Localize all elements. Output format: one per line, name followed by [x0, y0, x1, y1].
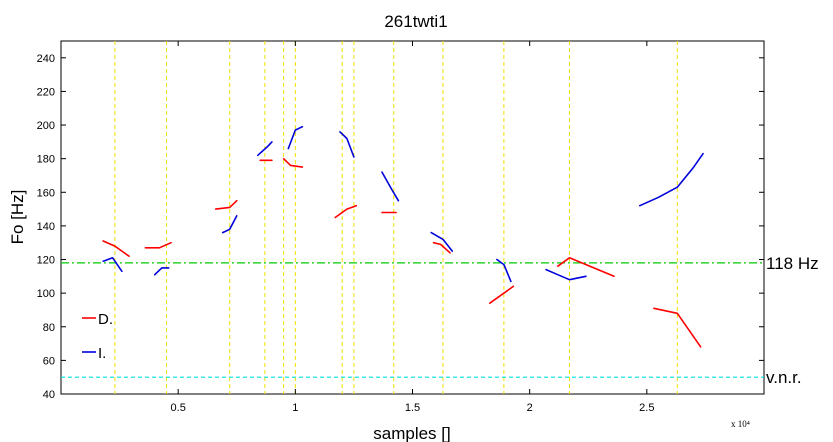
reference-line-label-1: v.n.r.	[766, 368, 802, 387]
series-layer	[102, 125, 704, 348]
x-tick-label-3: 2	[527, 402, 533, 414]
series-0-segment-10	[653, 307, 702, 348]
y-tick-label-8: 200	[37, 120, 55, 132]
series-1-segment-3	[256, 141, 273, 157]
y-tick-label-1: 60	[43, 355, 55, 367]
chart-title: 261twti1	[384, 12, 447, 31]
x-tick-label-0: 0.5	[171, 402, 186, 414]
x-axis-label: samples []	[373, 424, 450, 442]
series-0	[102, 157, 702, 348]
reference-lines: 118 Hz v.n.r.	[61, 254, 819, 387]
y-tick-label-6: 160	[37, 187, 55, 199]
legend-label-0: D.	[98, 311, 113, 328]
reference-line-label-0: 118 Hz	[766, 254, 819, 273]
legend-label-1: I.	[98, 345, 106, 362]
x-axis-exponent-label: x 10⁴	[731, 419, 750, 429]
series-1-segment-6	[381, 171, 400, 202]
y-tick-label-3: 100	[37, 288, 55, 300]
series-0-segment-4	[282, 157, 304, 168]
series-1-segment-0	[102, 256, 123, 273]
vertical-markers	[114, 41, 678, 394]
series-1-segment-7	[430, 231, 454, 252]
series-0-segment-2	[214, 199, 238, 210]
plot-area	[60, 40, 765, 395]
y-tick-label-5: 140	[37, 221, 55, 233]
series-0-segment-7	[432, 241, 451, 254]
series-1-segment-4	[287, 125, 304, 150]
series-0-segment-0	[102, 240, 130, 258]
series-0-segment-1	[144, 241, 172, 249]
series-1	[102, 125, 704, 283]
x-tick-label-2: 1.5	[405, 402, 420, 414]
series-0-segment-5	[334, 204, 358, 219]
x-tick-label-4: 2.5	[639, 402, 654, 414]
series-1-segment-8	[496, 258, 512, 283]
y-axis-label: Fo [Hz]	[8, 190, 27, 245]
y-tick-label-0: 40	[43, 389, 55, 401]
series-1-segment-5	[339, 131, 355, 158]
x-tick-label-1: 1	[292, 402, 298, 414]
series-1-segment-1	[153, 267, 170, 276]
series-1-segment-2	[221, 215, 238, 234]
y-tick-label-2: 80	[43, 322, 55, 334]
y-tick-label-9: 220	[37, 86, 55, 98]
y-tick-label-10: 240	[37, 53, 55, 65]
series-0-segment-9	[556, 256, 615, 278]
y-tick-label-7: 180	[37, 154, 55, 166]
series-0-segment-8	[488, 285, 515, 305]
legend: D. I.	[82, 311, 113, 362]
series-1-segment-9	[545, 268, 587, 281]
axes: 0.5 1 1.5 2 2.5 40 60 80 100 120 140 160 180 200 220 24…	[37, 41, 764, 414]
y-tick-label-4: 120	[37, 255, 55, 267]
series-1-segment-10	[638, 152, 704, 207]
